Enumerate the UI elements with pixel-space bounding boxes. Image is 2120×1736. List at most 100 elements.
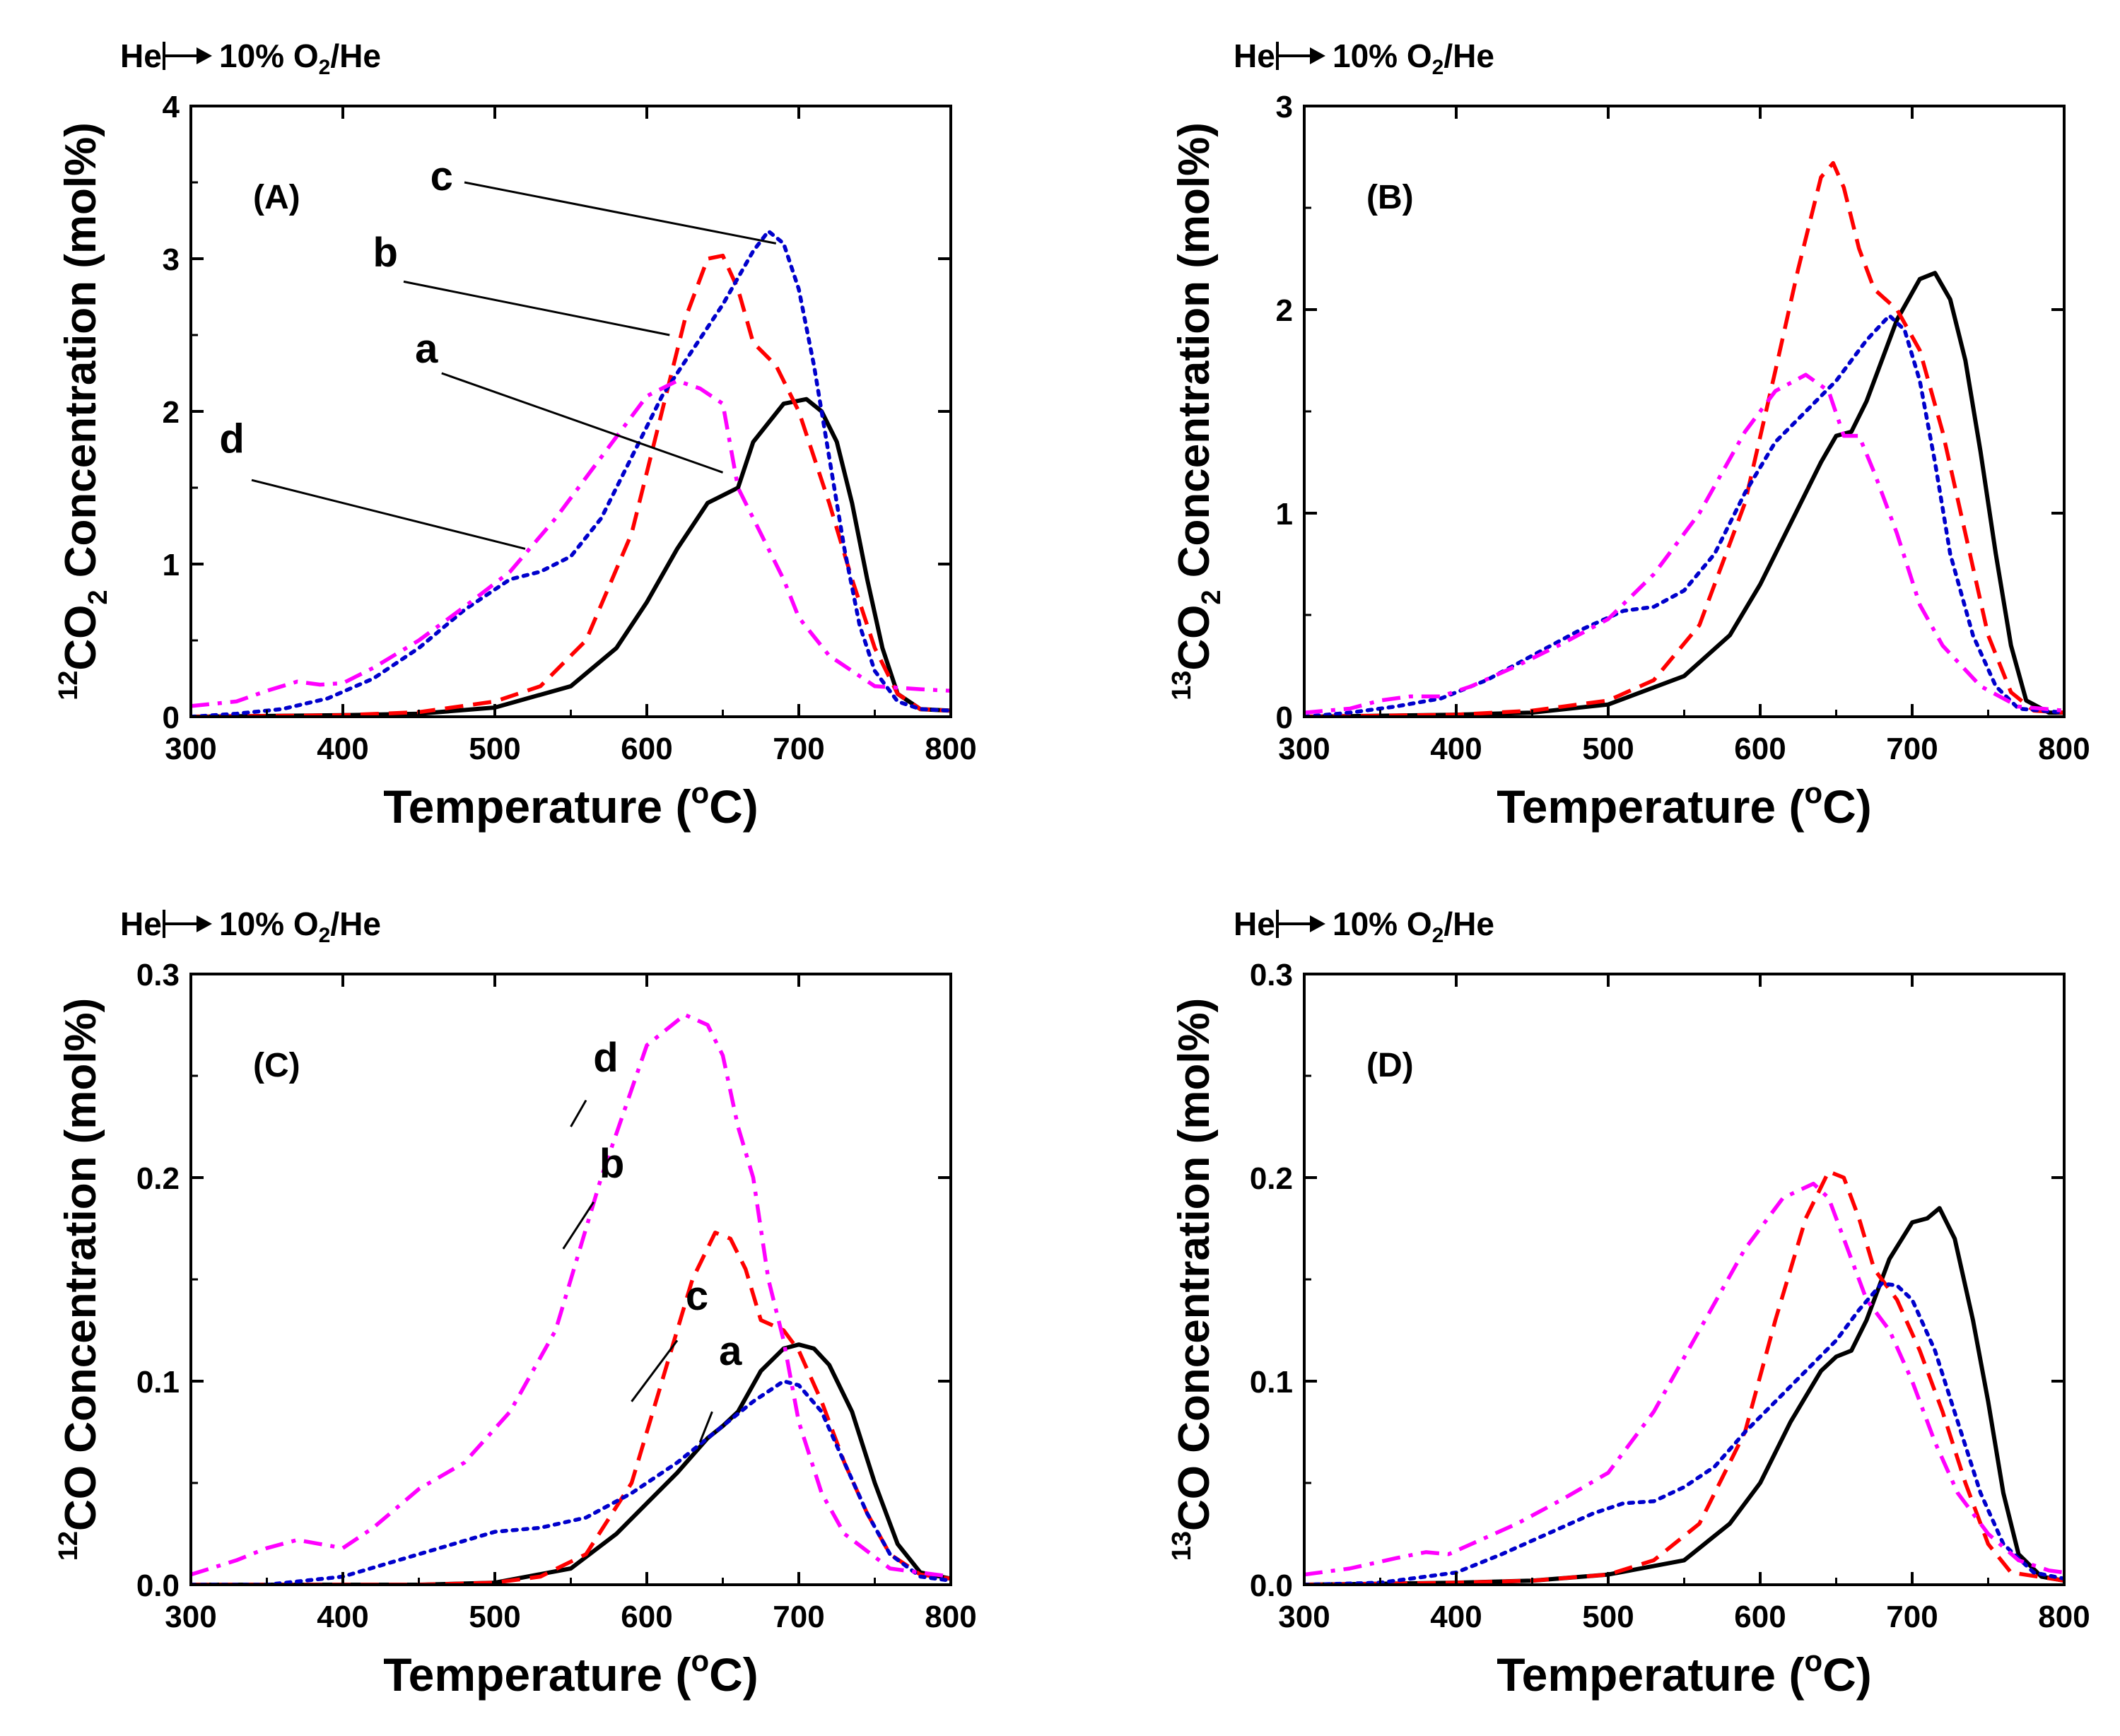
y-title-main: CO xyxy=(57,1465,105,1531)
x-tick-label: 400 xyxy=(317,732,368,766)
series-c-line xyxy=(191,1379,951,1585)
y-tick-label: 0.2 xyxy=(136,1161,180,1196)
x-tick-label: 800 xyxy=(2038,732,2090,766)
y-tick-label: 3 xyxy=(1276,90,1293,124)
x-tick-label: 600 xyxy=(1734,1600,1786,1634)
series-a-line xyxy=(191,397,951,717)
y-tick-label: 1 xyxy=(1276,497,1293,532)
y-tick-label: 0.0 xyxy=(136,1568,180,1603)
x-tick-label: 500 xyxy=(1582,1600,1634,1634)
series-a-line xyxy=(1304,271,2064,717)
gas-from-label: He xyxy=(1234,905,1275,942)
x-tick-label: 400 xyxy=(1430,732,1482,766)
x-title-tail: C) xyxy=(1822,780,1872,833)
series-c-line xyxy=(1304,313,2064,717)
y-tick-label: 0.1 xyxy=(136,1365,180,1400)
x-tick-label: 700 xyxy=(773,732,824,766)
series-c-label: c xyxy=(431,153,453,199)
plot-frame xyxy=(1303,973,2066,1586)
gas-switch-arrowhead xyxy=(1310,915,1325,932)
gas-to-prefix: 10% O xyxy=(1333,37,1432,74)
series-d-line xyxy=(1304,373,2064,715)
panel-c: He 10% O2/He a b c d 300 400 500 600 700 800 0.0 0.1 0… xyxy=(54,905,977,1701)
x-tick-label: 300 xyxy=(1278,1600,1330,1634)
series-b-leader xyxy=(562,1201,595,1250)
series-a-line xyxy=(191,1342,951,1585)
x-title-tail: C) xyxy=(1822,1648,1872,1701)
gas-from-label: He xyxy=(120,37,162,74)
x-title-main: Temperature ( xyxy=(1497,780,1804,833)
x-tick-label: 300 xyxy=(1278,732,1330,766)
panel-label: (D) xyxy=(1366,1047,1414,1084)
plot-frame xyxy=(1303,105,2066,718)
x-tick-label: 600 xyxy=(1734,732,1786,766)
y-tick-label: 0.3 xyxy=(1250,958,1293,992)
x-axis-title: Temperature (oC) xyxy=(383,776,759,833)
series-d-line xyxy=(191,1012,951,1579)
gas-to-label: 10% O2/He xyxy=(219,905,381,947)
x-tick-label: 400 xyxy=(1430,1600,1482,1634)
y-tick-label: 0 xyxy=(163,700,180,735)
y-title-subscript: 2 xyxy=(83,590,113,604)
x-title-main: Temperature ( xyxy=(1497,1648,1804,1701)
gas-switch-arrowhead xyxy=(1310,47,1325,64)
gas-to-label: 10% O2/He xyxy=(219,37,381,79)
gas-to-prefix: 10% O xyxy=(219,37,319,74)
y-title-superscript: 13 xyxy=(1167,1531,1197,1561)
gas-switch-arrowhead xyxy=(197,915,212,932)
series-c-label: c xyxy=(686,1273,708,1319)
y-tick-label: 1 xyxy=(163,548,180,582)
y-title-tail: Concentration (mol%) xyxy=(1170,122,1219,590)
series-c-leader xyxy=(631,1339,679,1402)
x-axis-title: Temperature (oC) xyxy=(1497,1644,1872,1701)
gas-to-prefix: 10% O xyxy=(1333,905,1432,942)
series-a-label: a xyxy=(719,1328,742,1374)
x-tick-label: 300 xyxy=(165,1600,216,1634)
x-tick-label: 800 xyxy=(2038,1600,2090,1634)
plot-frame xyxy=(189,105,952,718)
y-tick-label: 0.2 xyxy=(1250,1161,1293,1196)
y-tick-label: 0.0 xyxy=(1250,1568,1293,1603)
y-axis-title: 12CO Concentration (mol%) xyxy=(54,998,105,1561)
x-tick-label: 700 xyxy=(1886,1600,1938,1634)
gas-to-label: 10% O2/He xyxy=(1333,905,1494,947)
series-c-line xyxy=(1304,1282,2064,1585)
series-a-leader xyxy=(698,1411,713,1443)
panel-label: (C) xyxy=(253,1047,300,1084)
gas-from-label: He xyxy=(120,905,162,942)
series-c-leader xyxy=(464,181,777,245)
y-title-tail: Concentration (mol%) xyxy=(1170,998,1219,1465)
y-tick-label: 0 xyxy=(1276,700,1293,735)
series-d-label: d xyxy=(593,1035,618,1081)
y-tick-label: 2 xyxy=(163,395,180,430)
series-d-line xyxy=(191,379,951,708)
x-tick-label: 700 xyxy=(1886,732,1938,766)
series-a-label: a xyxy=(415,326,438,372)
x-tick-label: 300 xyxy=(165,732,216,766)
gas-to-suffix: /He xyxy=(330,905,381,942)
x-tick-label: 700 xyxy=(773,1600,824,1634)
series-b-line xyxy=(1304,1169,2064,1585)
series-b-line xyxy=(1304,160,2064,717)
x-title-superscript: o xyxy=(1804,1644,1822,1677)
y-axis-title: 13CO2 Concentration (mol%) xyxy=(1167,122,1226,700)
gas-to-suffix: /He xyxy=(330,37,381,74)
y-axis-title: 13CO Concentration (mol%) xyxy=(1167,998,1219,1561)
series-a-leader xyxy=(441,372,723,474)
series-b-label: b xyxy=(599,1141,624,1187)
x-title-main: Temperature ( xyxy=(383,1648,691,1701)
y-title-main: CO xyxy=(57,605,105,671)
panel-label: (B) xyxy=(1366,179,1414,216)
panel-label: (A) xyxy=(253,179,300,216)
y-title-main: CO xyxy=(1170,1465,1219,1531)
y-title-superscript: 12 xyxy=(54,671,83,700)
y-tick-label: 4 xyxy=(163,90,180,124)
x-title-tail: C) xyxy=(709,780,759,833)
gas-to-subscript: 2 xyxy=(319,56,331,79)
gas-to-subscript: 2 xyxy=(1432,56,1444,79)
y-tick-label: 0.1 xyxy=(1250,1365,1293,1400)
x-title-main: Temperature ( xyxy=(383,780,691,833)
series-d-leader xyxy=(251,479,526,550)
